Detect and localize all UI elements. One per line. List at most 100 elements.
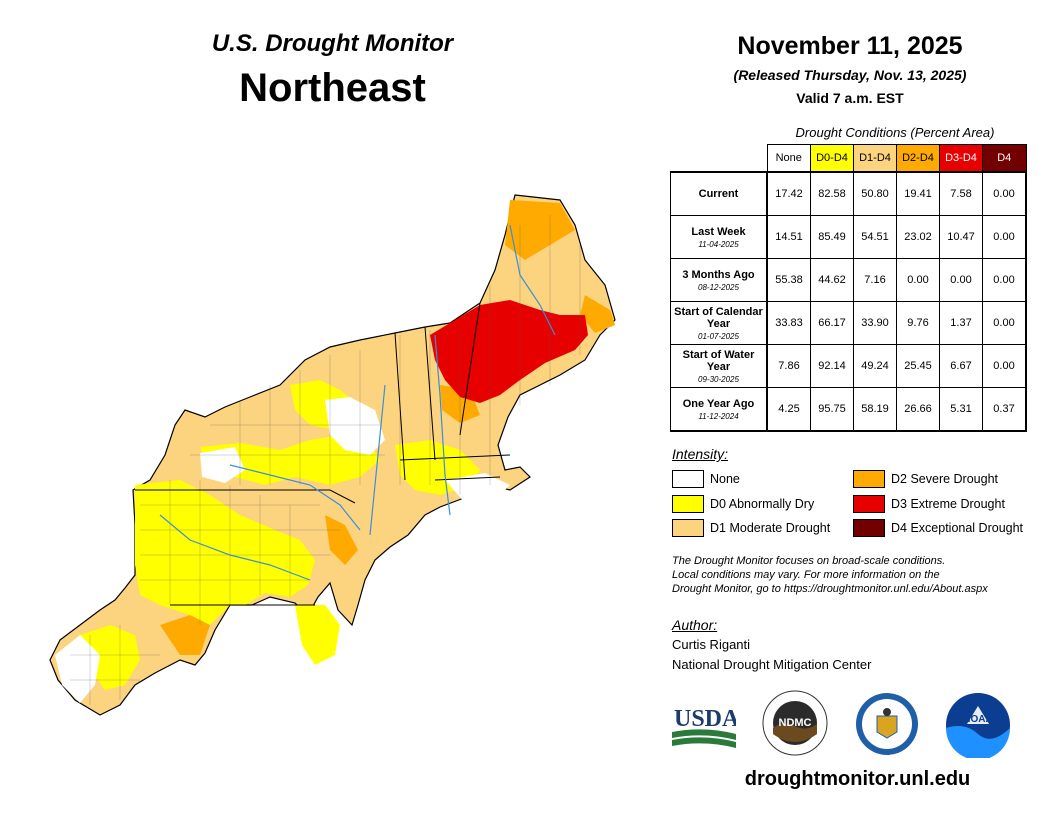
legend-swatch (672, 519, 704, 537)
row-date: 08-12-2025 (698, 282, 739, 292)
author-heading: Author: (672, 617, 718, 633)
row-label-text: 3 Months Ago (682, 268, 755, 281)
row-label: 3 Months Ago 08-12-2025 (670, 258, 768, 302)
table-cell: 5.31 (939, 387, 983, 432)
row-label-text: Start of Water Year (682, 348, 755, 373)
row-label: Last Week 11-04-2025 (670, 215, 768, 259)
table-cell: 33.83 (766, 301, 811, 345)
table-cell: 4.25 (766, 387, 811, 432)
col-header-d1-d4: D1-D4 (853, 144, 897, 173)
table-cell: 7.86 (766, 344, 811, 388)
table-cell: 23.02 (896, 215, 940, 259)
table-row: Start of Water Year 09-30-2025 7.86 92.14… (670, 344, 1027, 388)
state-borders (135, 302, 511, 606)
rivers (159, 224, 556, 581)
drought-map (40, 185, 630, 735)
table-row: Current 17.42 82.58 50.80 19.41 7.58 0.0… (670, 171, 1027, 216)
table-cell: 10.47 (939, 215, 983, 259)
row-date: 09-30-2025 (698, 374, 739, 384)
drought-map-svg (49, 194, 616, 716)
row-label-text: Current (698, 188, 739, 200)
table-cell: 66.17 (810, 301, 854, 345)
author-organization: National Drought Mitigation Center (672, 657, 872, 672)
noaa-logo: NOAA (945, 692, 1011, 760)
none-area-ny-west (200, 447, 245, 483)
row-date: 11-12-2024 (698, 411, 739, 421)
row-label-text: Start of Calendar Year (674, 305, 763, 330)
row-label: Current (670, 171, 768, 216)
legend-swatch (853, 470, 885, 488)
col-header-d2-d4: D2-D4 (896, 144, 940, 173)
map-region-title: Northeast (239, 66, 426, 110)
note-line: Drought Monitor, go to https://droughtmo… (672, 583, 988, 595)
none-area-wv-west (55, 635, 100, 703)
legend-swatch (853, 519, 885, 537)
note-line: The Drought Monitor focuses on broad-sca… (672, 555, 946, 567)
commerce-seal-logo (855, 692, 919, 756)
row-date: 11-04-2025 (698, 239, 739, 249)
map-subtitle: U.S. Drought Monitor (211, 30, 454, 57)
footer-url[interactable]: droughtmonitor.unl.edu (744, 768, 971, 790)
table-cell: 0.37 (982, 387, 1027, 432)
row-label-text: One Year Ago (682, 397, 755, 410)
d0-area-pa-west (135, 480, 315, 643)
table-cell: 1.37 (939, 301, 983, 345)
table-cell: 0.00 (982, 215, 1027, 259)
col-header-none: None (766, 144, 811, 173)
drought-conditions-table: None D0-D4 D1-D4 D2-D4 D3-D4 D4 Current … (670, 144, 1027, 432)
ndmc-logo-text: NDMC (779, 717, 812, 729)
svg-text:USDA: USDA (674, 706, 736, 732)
author-name: Curtis Riganti (672, 637, 751, 652)
table-row: 3 Months Ago 08-12-2025 55.38 44.62 7.16 … (670, 258, 1027, 302)
table-cell: 55.38 (766, 258, 811, 302)
table-row: One Year Ago 11-12-2024 4.25 95.75 58.19 … (670, 387, 1027, 432)
legend-label: D0 Abnormally Dry (710, 497, 815, 511)
legend-swatch (853, 495, 885, 513)
table-corner (670, 144, 768, 173)
table-cell: 85.49 (810, 215, 854, 259)
d0-area-ny-central (200, 435, 380, 485)
table-cell: 50.80 (853, 171, 897, 216)
table-cell: 26.66 (896, 387, 940, 432)
table-cell: 25.45 (896, 344, 940, 388)
d2-area-maine-east (580, 295, 615, 333)
table-cell: 14.51 (766, 215, 811, 259)
d0-area-md-de (295, 605, 340, 665)
valid-time: Valid 7 a.m. EST (796, 90, 904, 106)
release-date: (Released Thursday, Nov. 13, 2025) (733, 67, 967, 83)
legend-label: D2 Severe Drought (891, 472, 999, 486)
table-cell: 6.67 (939, 344, 983, 388)
row-label-text: Last Week (691, 225, 746, 238)
table-cell: 17.42 (766, 171, 811, 216)
note-line: Local conditions may vary. For more info… (672, 569, 940, 581)
table-cell: 95.75 (810, 387, 854, 432)
table-title: Drought Conditions (Percent Area) (795, 125, 995, 140)
d2-area-maine (505, 200, 575, 260)
row-label: Start of Water Year 09-30-2025 (670, 344, 768, 388)
legend-swatch (672, 470, 704, 488)
table-cell: 19.41 (896, 171, 940, 216)
d2-area-pa-east (325, 515, 358, 565)
table-cell: 0.00 (939, 258, 983, 302)
disclaimer-note: The Drought Monitor focuses on broad-sca… (672, 554, 1042, 596)
table-cell: 58.19 (853, 387, 897, 432)
legend-label: D4 Exceptional Drought (891, 521, 1024, 535)
legend-label: None (710, 472, 740, 486)
none-area-ny-central (325, 397, 385, 455)
table-cell: 0.00 (982, 171, 1027, 216)
col-header-d3-d4: D3-D4 (939, 144, 983, 173)
table-cell: 33.90 (853, 301, 897, 345)
table-cell: 9.76 (896, 301, 940, 345)
table-cell: 82.58 (810, 171, 854, 216)
table-cell: 0.00 (982, 258, 1027, 302)
row-label: Start of Calendar Year 01-07-2025 (670, 301, 768, 345)
table-cell: 0.00 (896, 258, 940, 302)
table-cell: 0.00 (982, 344, 1027, 388)
col-header-d4: D4 (982, 144, 1027, 173)
table-cell: 92.14 (810, 344, 854, 388)
noaa-logo-text: NOAA (963, 714, 992, 725)
legend-title: Intensity: (672, 446, 729, 462)
d2-area-wv (160, 615, 210, 655)
row-label: One Year Ago 11-12-2024 (670, 387, 768, 432)
table-cell: 0.00 (982, 301, 1027, 345)
